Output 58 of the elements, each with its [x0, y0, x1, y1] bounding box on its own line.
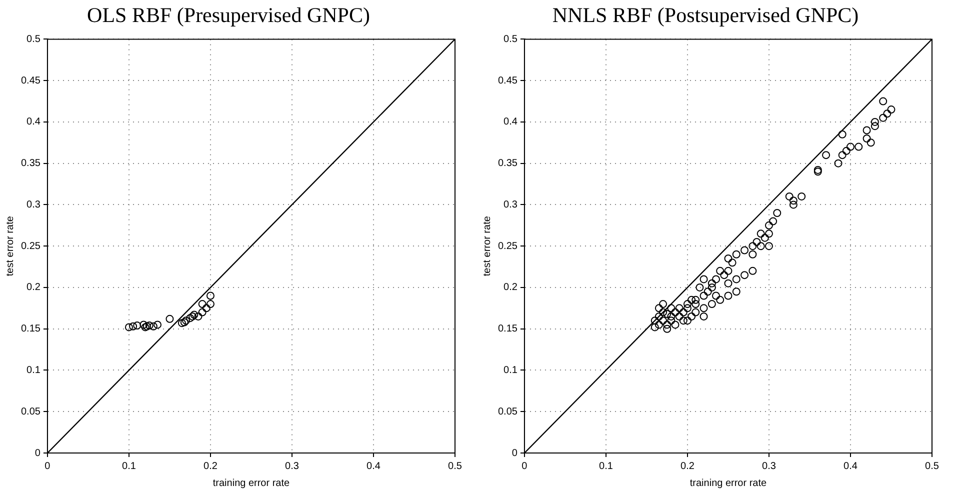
x-tick-label: 0	[44, 460, 51, 472]
x-tick-label: 0.4	[366, 460, 381, 472]
y-tick-label: 0.4	[26, 116, 41, 128]
y-tick-label: 0.1	[504, 364, 518, 376]
x-tick-label: 0.4	[844, 460, 858, 472]
y-tick-label: 0	[512, 448, 518, 459]
y-tick-label: 0.4	[504, 116, 518, 128]
y-tick-label: 0.3	[504, 199, 518, 210]
x-tick-label: 0	[522, 460, 528, 472]
y-tick-label: 0.2	[504, 282, 518, 294]
point	[202, 304, 210, 312]
x-tick-label: 0.5	[925, 460, 940, 472]
point	[145, 322, 154, 330]
y-tick-label: 0.15	[20, 324, 41, 335]
y-tick-label: 0.25	[498, 240, 518, 252]
y-tick-label: 0.35	[20, 158, 41, 170]
point	[186, 314, 194, 322]
y-tick-label: 0	[34, 448, 41, 459]
point	[180, 318, 188, 326]
x-tick-label: 0.5	[448, 460, 462, 472]
x-tick-label: 0.3	[285, 460, 300, 472]
x-axis-title: training error rate	[212, 478, 290, 489]
point	[194, 312, 202, 320]
y-tick-label: 0.25	[20, 240, 41, 252]
y-axis-title: test error rate	[4, 216, 16, 276]
chart-title: NNLS RBF (Postsupervised GNPC)	[552, 3, 859, 28]
y-tick-label: 0.45	[20, 75, 41, 86]
y-tick-label: 0.5	[504, 34, 518, 45]
x-tick-label: 0.1	[122, 460, 136, 472]
y-tick-label: 0.05	[20, 406, 41, 418]
point	[133, 322, 142, 330]
point	[198, 308, 206, 316]
y-tick-label: 0.45	[498, 75, 518, 86]
x-tick-label: 0.2	[680, 460, 695, 472]
point	[206, 292, 214, 300]
y-axis-title: test error rate	[482, 216, 493, 276]
point	[206, 300, 214, 308]
y-tick-label: 0.3	[26, 199, 41, 210]
x-tick-label: 0.2	[204, 460, 218, 472]
y-tick-label: 0.15	[498, 324, 518, 335]
point	[198, 300, 206, 308]
y-tick-label: 0.5	[26, 34, 41, 45]
y-tick-label: 0.2	[26, 282, 41, 294]
point	[178, 319, 186, 328]
y-tick-label: 0.1	[26, 364, 41, 376]
y-tick-label: 0.35	[498, 158, 518, 170]
point	[166, 314, 174, 323]
point	[182, 316, 190, 325]
point	[129, 322, 138, 330]
point	[124, 323, 133, 332]
x-tick-label: 0.1	[599, 460, 614, 472]
y-tick-label: 0.05	[498, 406, 518, 418]
x-axis-title: training error rate	[690, 478, 768, 489]
x-tick-label: 0.3	[762, 460, 776, 472]
point	[149, 322, 158, 330]
point	[140, 320, 148, 329]
chart-title: OLS RBF (Presupervised GNPC)	[87, 3, 370, 28]
point	[154, 320, 162, 329]
